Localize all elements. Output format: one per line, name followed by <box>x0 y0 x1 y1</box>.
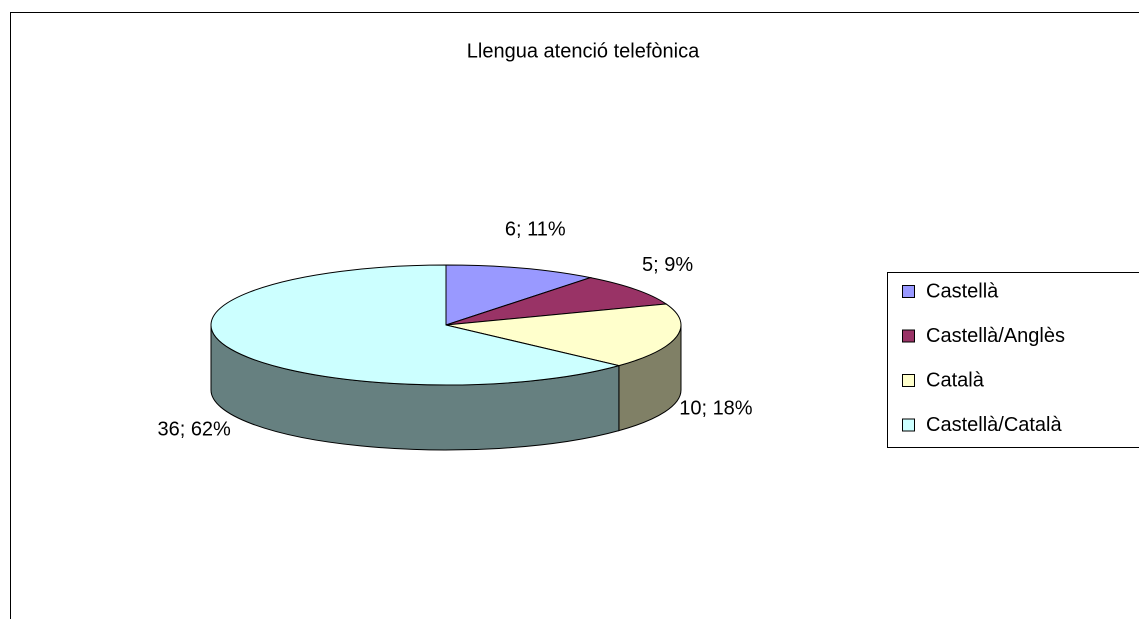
pie-slice <box>445 277 668 326</box>
data-label: 6; 11% <box>505 219 566 241</box>
data-label: 5; 9% <box>642 254 693 276</box>
legend-label: Català <box>926 369 985 391</box>
pie-slice <box>445 264 593 326</box>
legend-label: Castellà/Anglès <box>926 325 1065 347</box>
chart-title: Llengua atenció telefònica <box>467 40 700 62</box>
legend-label: Castellà <box>926 280 999 302</box>
data-label: 36; 62% <box>157 418 231 440</box>
legend-swatch <box>902 329 915 343</box>
pie-slice <box>445 303 682 367</box>
legend-swatch <box>902 374 915 387</box>
legend-swatch <box>902 285 915 298</box>
pie-slice <box>210 264 620 386</box>
legend-box <box>887 272 1139 448</box>
data-label: 10; 18% <box>679 397 753 419</box>
legend-swatch <box>902 418 915 432</box>
legend-label: Castellà/Català <box>926 414 1063 436</box>
